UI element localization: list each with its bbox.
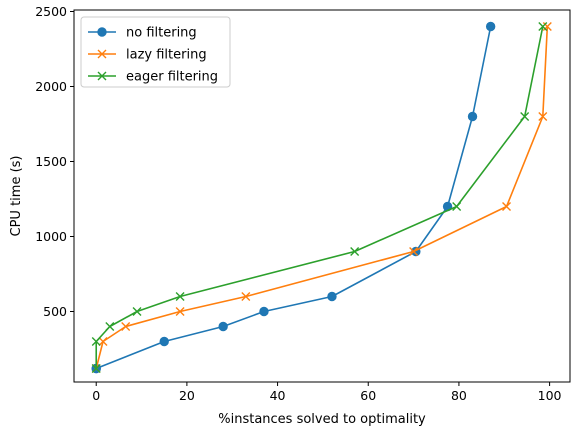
y-axis-ticks: 500 1000 1500 2000 2500 [35,4,74,319]
data-point [218,321,228,332]
data-point [327,291,337,302]
data-point [520,112,530,121]
legend-entry: no filtering [88,26,197,41]
data-point [91,364,101,373]
x-axis-ticks: 0 20 40 60 80 100 [92,382,562,403]
data-point [409,247,419,256]
legend-label: lazy filtering [126,48,207,63]
y-tick-label: 2500 [35,4,67,19]
data-point [467,111,478,122]
data-point [159,336,169,347]
data-point [175,307,185,316]
legend-label: eager filtering [126,70,218,85]
data-point [259,306,269,317]
data-point [502,202,512,211]
legend-entry: eager filtering [88,70,218,85]
legend-marker [97,27,107,37]
legend: no filtering lazy filtering eager filterin… [80,16,231,88]
y-tick-label: 2000 [35,79,67,94]
data-point [452,202,462,211]
y-tick-label: 500 [43,304,67,319]
data-point [538,22,548,31]
x-axis-label: %instances solved to optimality [218,412,426,427]
legend-entry: lazy filtering [88,48,207,63]
series-layer [91,21,552,374]
y-tick-label: 1000 [35,229,67,244]
data-point [91,337,101,346]
x-tick-label: 40 [270,388,286,403]
data-point [132,307,142,316]
data-point [105,322,115,331]
data-point [241,292,251,301]
x-tick-label: 0 [92,388,100,403]
legend-marker [97,49,107,59]
data-point [175,292,185,301]
data-point [121,322,131,331]
series-eager-filtering [91,22,548,373]
x-tick-label: 80 [451,388,467,403]
x-tick-label: 60 [360,388,376,403]
legend-label: no filtering [126,26,197,41]
x-tick-label: 20 [179,388,195,403]
legend-marker [97,71,107,81]
x-tick-label: 100 [538,388,562,403]
y-tick-label: 1500 [35,154,67,169]
data-point [485,21,496,32]
data-point [538,112,548,121]
legend-box [80,16,231,88]
data-point [98,337,108,346]
series-no-filtering [91,21,496,374]
plot-area [73,9,571,383]
y-axis-label: CPU time (s) [9,156,24,237]
data-point [350,247,360,256]
